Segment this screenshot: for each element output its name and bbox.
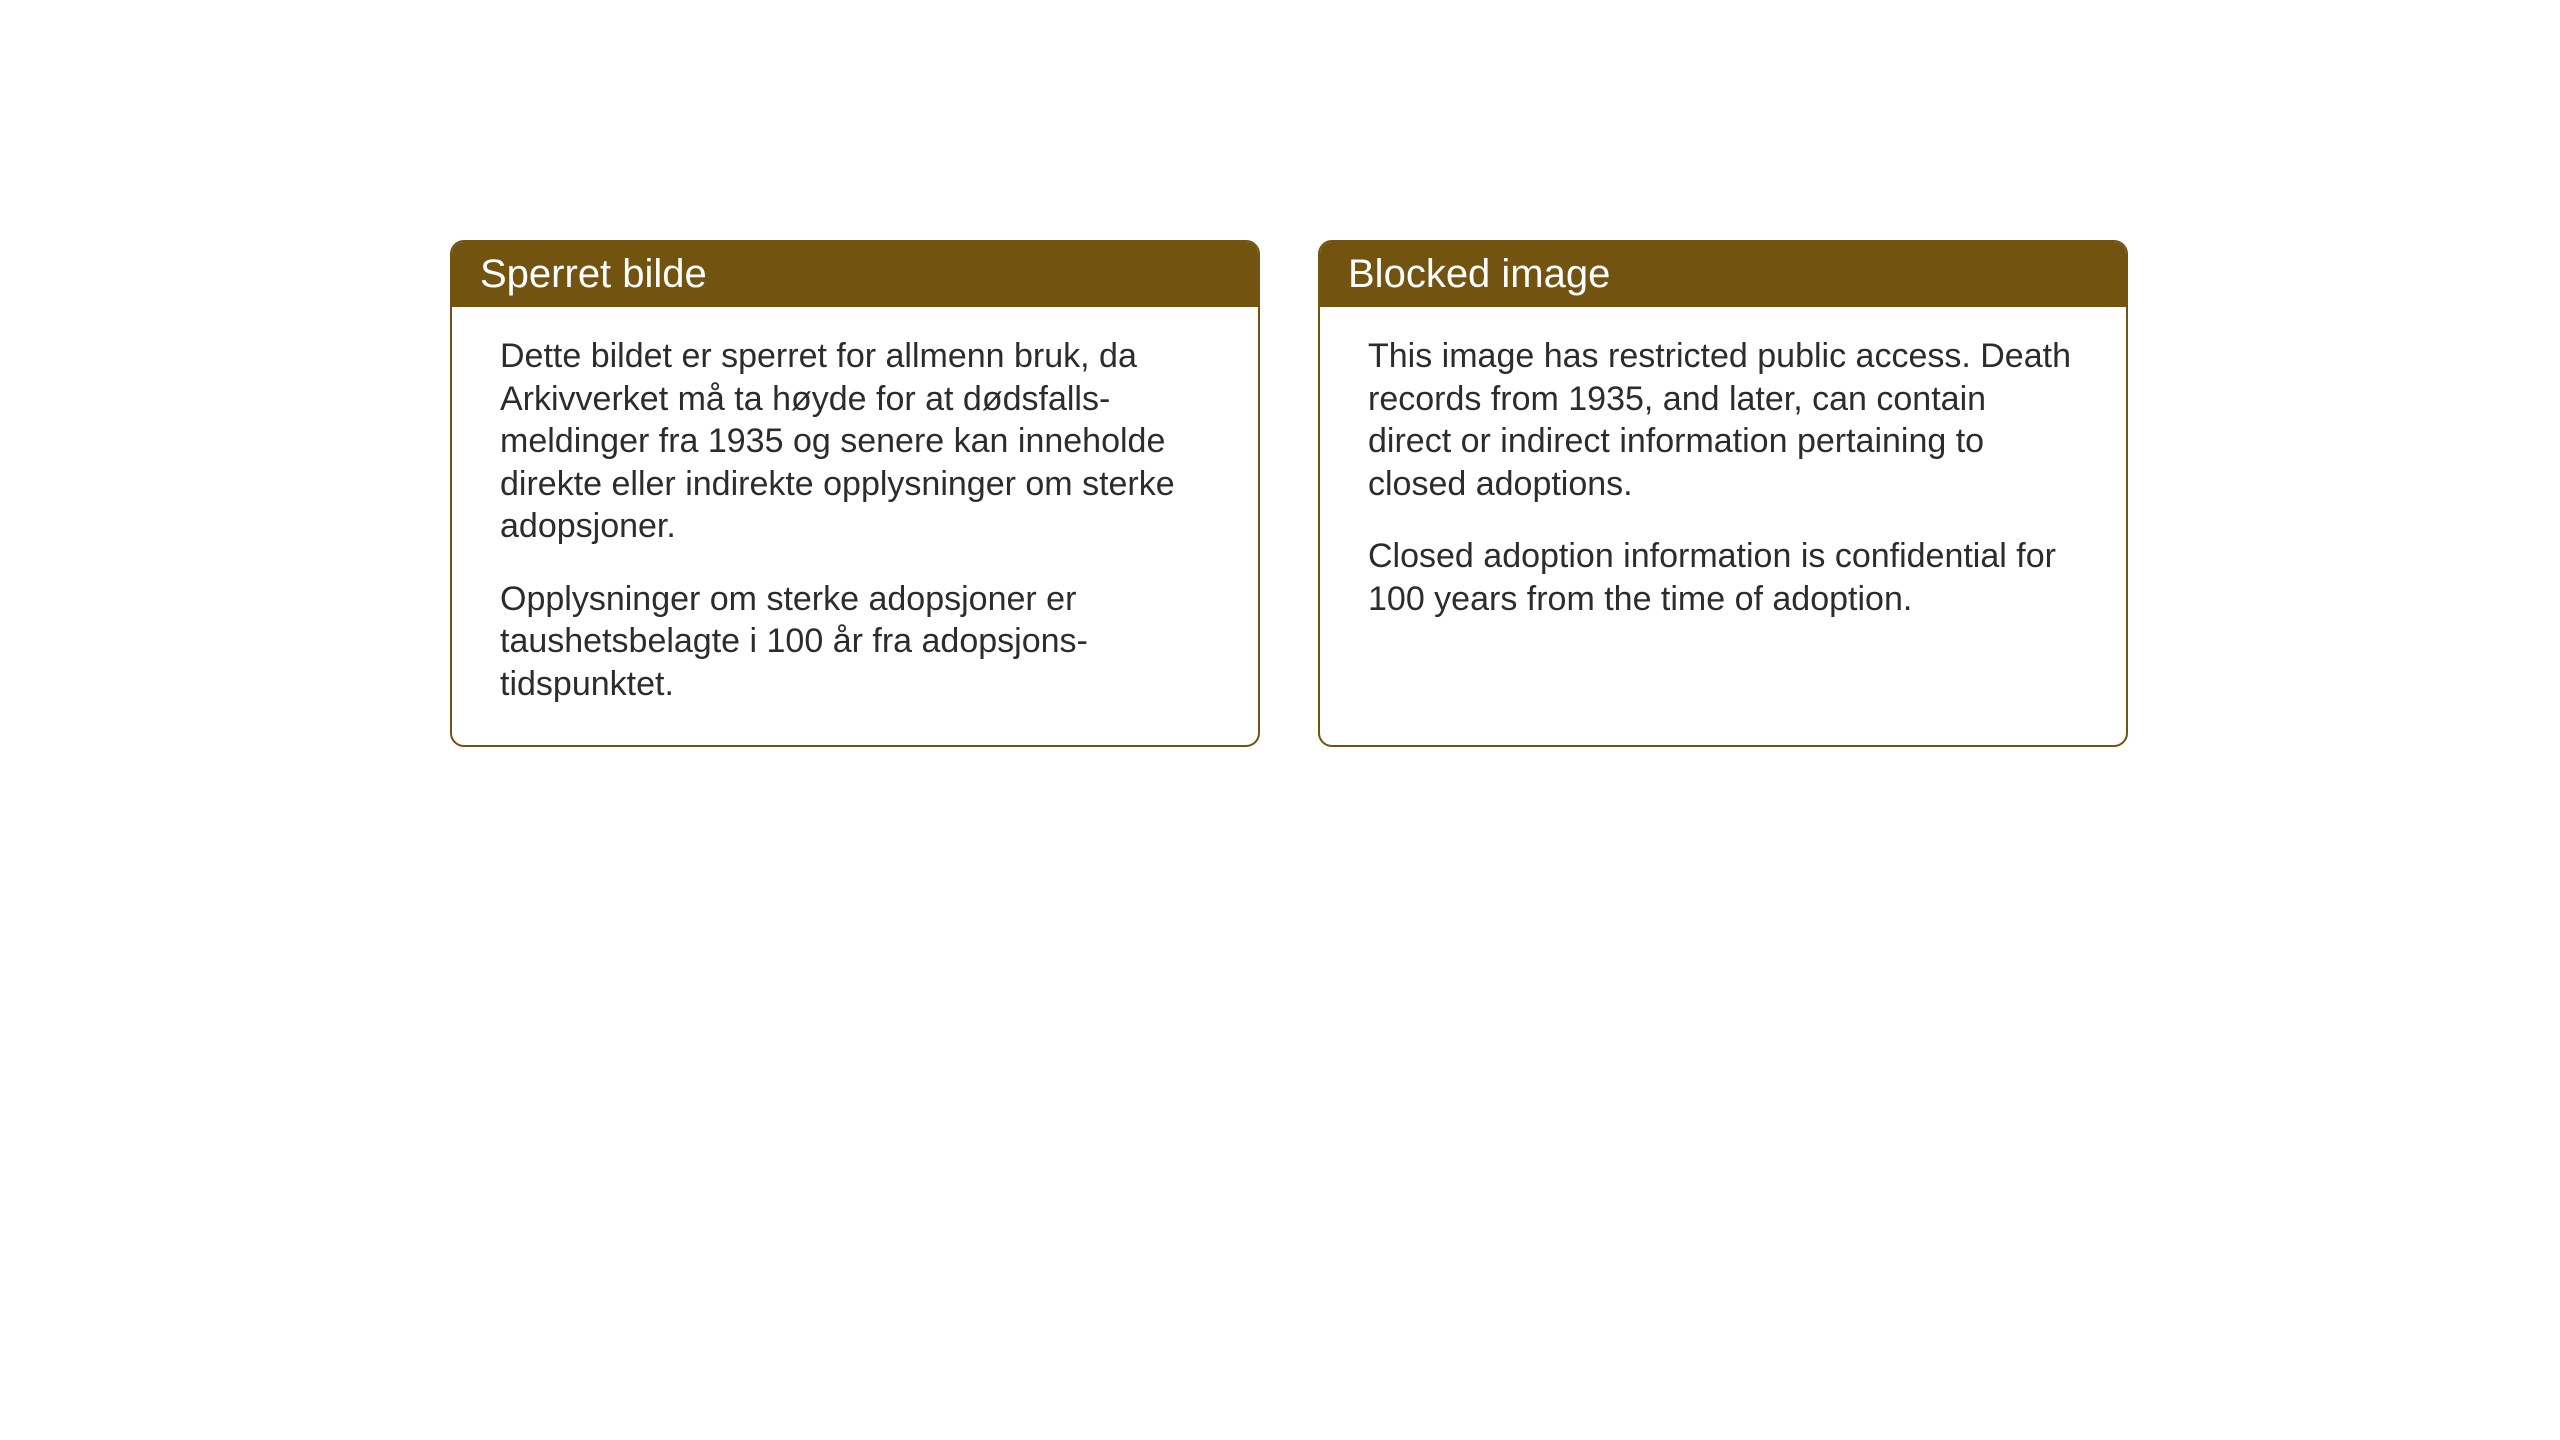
card-header-english: Blocked image	[1320, 242, 2126, 307]
card-body-norwegian: Dette bildet er sperret for allmenn bruk…	[452, 307, 1258, 745]
paragraph-en-1: This image has restricted public access.…	[1368, 335, 2078, 505]
paragraph-no-2: Opplysninger om sterke adopsjoner er tau…	[500, 578, 1210, 706]
notice-container: Sperret bilde Dette bildet er sperret fo…	[450, 240, 2128, 747]
notice-card-norwegian: Sperret bilde Dette bildet er sperret fo…	[450, 240, 1260, 747]
paragraph-no-1: Dette bildet er sperret for allmenn bruk…	[500, 335, 1210, 548]
card-header-norwegian: Sperret bilde	[452, 242, 1258, 307]
notice-card-english: Blocked image This image has restricted …	[1318, 240, 2128, 747]
paragraph-en-2: Closed adoption information is confident…	[1368, 535, 2078, 620]
card-body-english: This image has restricted public access.…	[1320, 307, 2126, 744]
